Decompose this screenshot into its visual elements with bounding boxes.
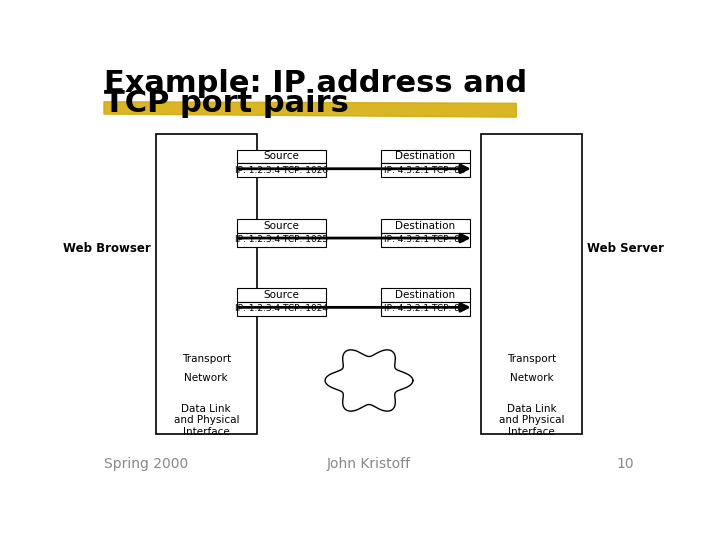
Text: TCP port pairs: TCP port pairs	[104, 90, 348, 118]
Text: Network: Network	[510, 373, 554, 383]
Text: Destination: Destination	[395, 290, 455, 300]
Text: IP: 1.2.3.4 TCP: 1025: IP: 1.2.3.4 TCP: 1025	[235, 235, 328, 244]
Bar	[482, 134, 582, 434]
Text: IP: 1.2.3.4 TCP: 1024: IP: 1.2.3.4 TCP: 1024	[235, 305, 328, 313]
Bar	[238, 164, 326, 177]
Text: IP: 1.2.3.4 TCP: 1026: IP: 1.2.3.4 TCP: 1026	[235, 166, 328, 175]
Text: John Kristoff: John Kristoff	[327, 457, 411, 471]
Bar	[156, 134, 256, 434]
Text: Example: IP address and: Example: IP address and	[104, 69, 527, 98]
Text: Destination: Destination	[395, 151, 455, 161]
Bar	[381, 233, 469, 247]
Text: Source: Source	[264, 151, 300, 161]
Bar	[238, 150, 326, 164]
Text: Web Server: Web Server	[587, 242, 664, 255]
Bar	[381, 219, 469, 233]
Bar	[238, 288, 326, 302]
Bar	[381, 164, 469, 177]
Text: Source: Source	[264, 221, 300, 231]
Polygon shape	[104, 102, 516, 117]
Text: Transport: Transport	[507, 354, 557, 363]
Text: 10: 10	[616, 457, 634, 471]
Bar	[381, 288, 469, 302]
Text: Web Browser: Web Browser	[63, 242, 151, 255]
Text: IP: 4.3.2.1 TCP: 80: IP: 4.3.2.1 TCP: 80	[384, 235, 466, 244]
Text: Destination: Destination	[395, 221, 455, 231]
Text: Network: Network	[184, 373, 228, 383]
Bar	[238, 219, 326, 233]
Bar	[238, 302, 326, 316]
Text: Data Link
and Physical
Interface: Data Link and Physical Interface	[499, 403, 564, 437]
Text: IP: 4.3.2.1 TCP: 80: IP: 4.3.2.1 TCP: 80	[384, 305, 466, 313]
Bar	[381, 150, 469, 164]
Text: IP: 4.3.2.1 TCP: 80: IP: 4.3.2.1 TCP: 80	[384, 166, 466, 175]
Bar	[238, 233, 326, 247]
Text: Transport: Transport	[181, 354, 231, 363]
Bar	[381, 302, 469, 316]
Text: Spring 2000: Spring 2000	[104, 457, 188, 471]
Text: Source: Source	[264, 290, 300, 300]
Text: Data Link
and Physical
Interface: Data Link and Physical Interface	[174, 403, 239, 437]
